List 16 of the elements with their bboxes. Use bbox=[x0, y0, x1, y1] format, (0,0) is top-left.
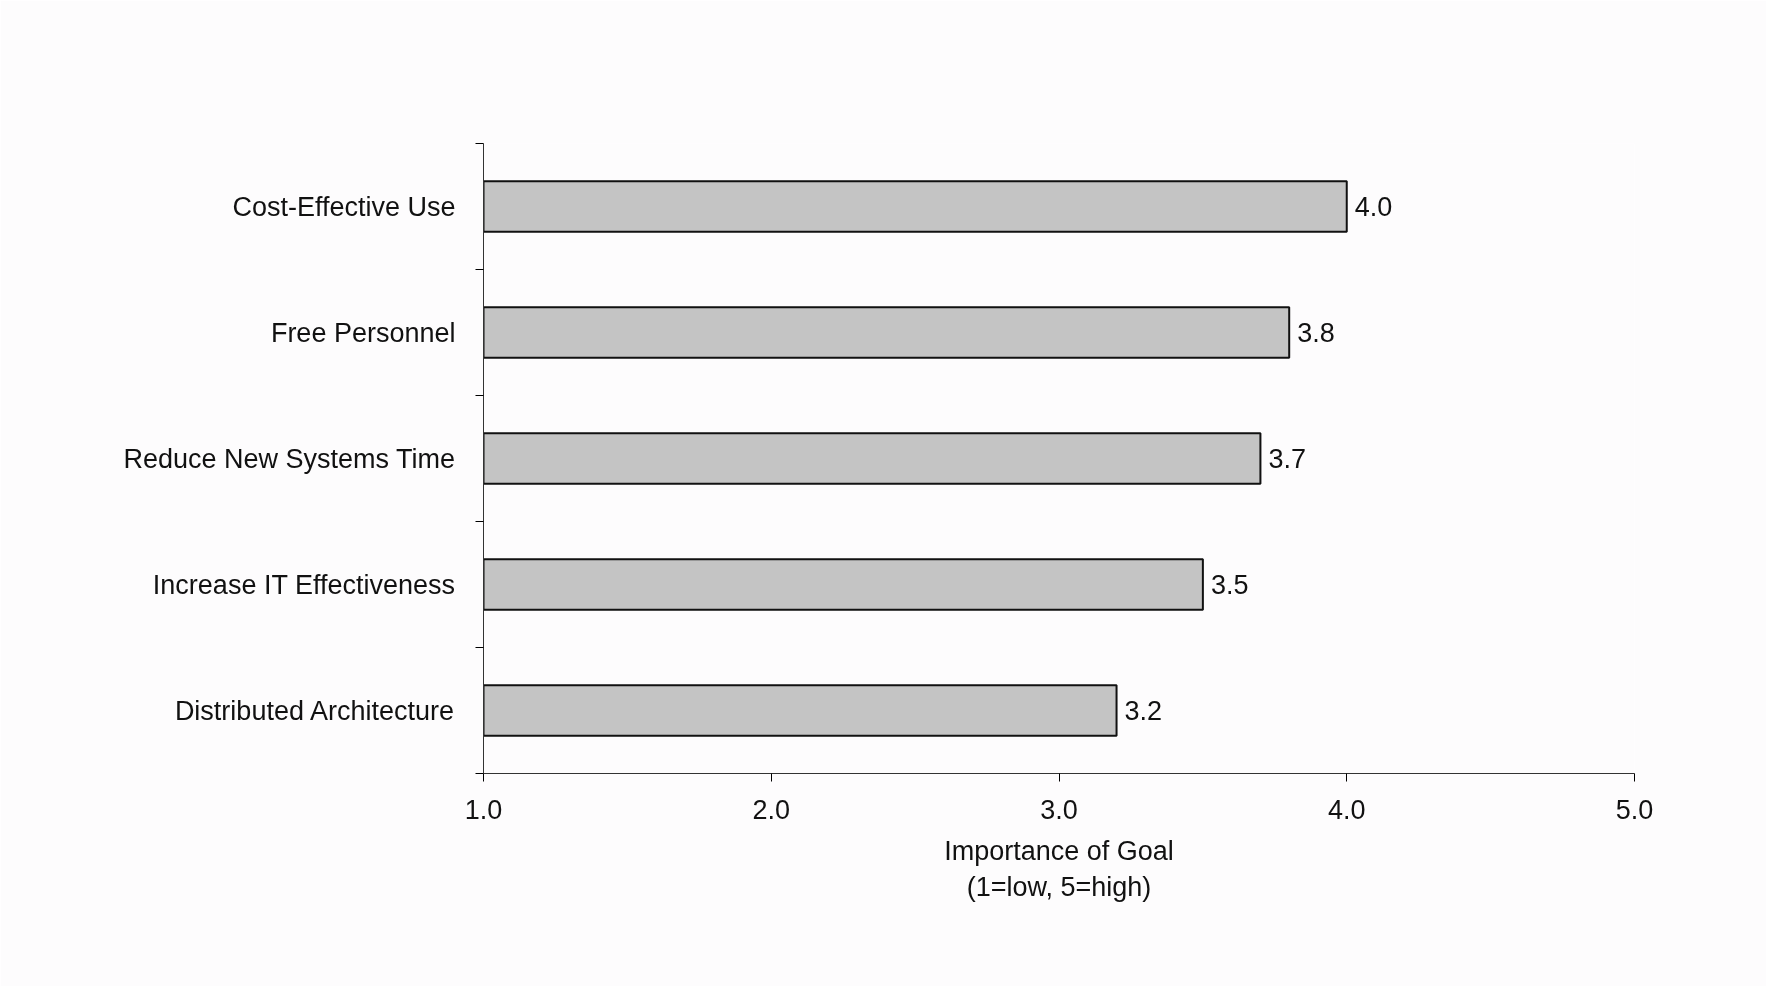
y-tick-label: Increase IT Effectiveness bbox=[152, 569, 456, 600]
y-tick-label: Cost-Effective Use bbox=[232, 191, 456, 222]
data-label: 3.8 bbox=[1297, 318, 1335, 348]
data-label: 3.5 bbox=[1210, 570, 1249, 600]
data-label: 3.2 bbox=[1124, 696, 1163, 726]
x-tick-label: 3.0 bbox=[1040, 794, 1078, 825]
x-axis-title: Importance of Goal (1=low, 5=high) bbox=[944, 835, 1174, 902]
y-tick-label: Reduce New Systems Time bbox=[123, 443, 456, 474]
y-tick-label: Distributed Architecture bbox=[174, 695, 455, 726]
x-tick-label: 2.0 bbox=[752, 794, 791, 825]
y-tick-label: Free Personnel bbox=[270, 317, 456, 348]
x-tick-label: 1.0 bbox=[464, 794, 503, 825]
data-label: 4.0 bbox=[1354, 192, 1393, 222]
x-tick-label: 4.0 bbox=[1327, 794, 1366, 825]
data-label: 3.7 bbox=[1268, 444, 1306, 474]
x-tick-label: 5.0 bbox=[1615, 794, 1654, 825]
